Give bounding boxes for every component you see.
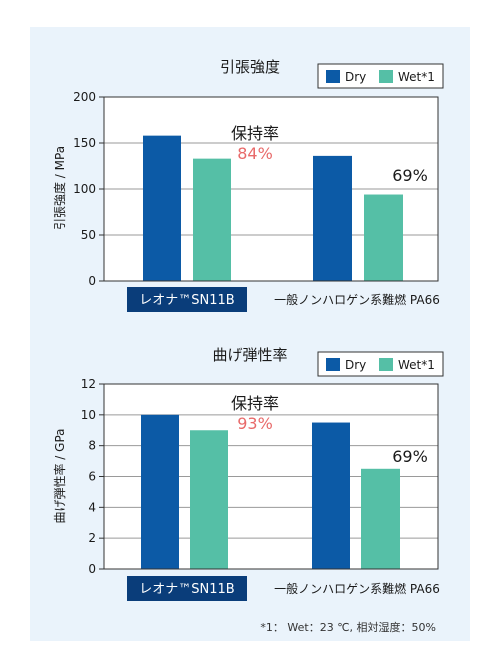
chart1-retention-label: 保持率	[231, 124, 279, 143]
chart2-plot-frame	[103, 383, 439, 570]
chart2-bar-wet-sn11b	[190, 430, 228, 569]
chart1-bar-wet-sn11b	[193, 158, 231, 281]
chart2-legend-wet-swatch	[379, 358, 393, 371]
chart1-legend-dry-label: Dry	[345, 70, 366, 84]
chart1-y-tick-label: 0	[88, 274, 96, 288]
chart2-category-pa66: 一般ノンハロゲン系難燃 PA66	[274, 581, 440, 596]
chart2-category-badge	[127, 576, 247, 601]
footnote: *1： Wet：23 ℃, 相対湿度：50%	[260, 620, 436, 634]
chart1-category-pa66: 一般ノンハロゲン系難燃 PA66	[274, 292, 440, 307]
chart1-y-tick-label: 200	[73, 90, 96, 104]
chart2-retention-sn11b: 93%	[237, 414, 273, 433]
chart1-legend-wet-label: Wet*1	[398, 70, 435, 84]
chart1-retention-sn11b: 84%	[237, 144, 273, 163]
chart1-bar-wet-pa66	[364, 194, 403, 281]
chart2-legend-wet-label: Wet*1	[398, 358, 435, 372]
chart1-legend-dry-swatch	[326, 70, 340, 83]
chart1-legend: Dry Wet*1	[317, 63, 444, 89]
chart2-legend: Dry Wet*1	[317, 351, 444, 377]
chart1-plot: 0 50 100 150 200	[73, 90, 439, 288]
chart2-retention-pa66: 69%	[392, 447, 428, 466]
chart2-bar-dry-sn11b	[141, 414, 179, 569]
chart1-y-axis-label: 引張強度 / MPa	[52, 146, 67, 230]
chart1-y-tick-label: 100	[73, 182, 96, 196]
chart1-category-sn11b: レオナ™SN11B	[139, 293, 234, 308]
chart2-y-tick-label: 12	[81, 377, 96, 391]
chart2-y-axis-label: 曲げ弾性率 / GPa	[52, 428, 67, 523]
chart2-y-tick-label: 4	[88, 500, 96, 514]
chart1-category-badge	[127, 287, 247, 312]
chart2-legend-dry-label: Dry	[345, 358, 366, 372]
chart1-y-tick-label: 150	[73, 136, 96, 150]
chart2-y-tick-label: 8	[88, 439, 96, 453]
chart1-y-tick-label: 50	[81, 228, 96, 242]
chart1-bar-dry-sn11b	[143, 135, 181, 281]
chart2-bar-dry-pa66	[312, 422, 350, 569]
chart2-title: 曲げ弾性率	[212, 346, 287, 364]
chart1-legend-wet-swatch	[379, 70, 393, 83]
chart2-legend-dry-swatch	[326, 358, 340, 371]
chart2-plot: 0 2 4 6 8 10 12	[81, 377, 439, 576]
chart2-y-tick-label: 0	[88, 562, 96, 576]
chart2-y-tick-label: 2	[88, 531, 96, 545]
chart1-plot-frame	[103, 96, 439, 282]
chart2-bar-wet-pa66	[361, 468, 400, 569]
chart1-title: 引張強度	[220, 58, 280, 76]
chart2-retention-label: 保持率	[231, 394, 279, 413]
chart1-retention-pa66: 69%	[392, 166, 428, 185]
chart1-bar-dry-pa66	[313, 155, 352, 281]
chart2-y-tick-label: 6	[88, 470, 96, 484]
chart2-category-sn11b: レオナ™SN11B	[139, 582, 234, 597]
chart2-y-tick-label: 10	[81, 408, 96, 422]
